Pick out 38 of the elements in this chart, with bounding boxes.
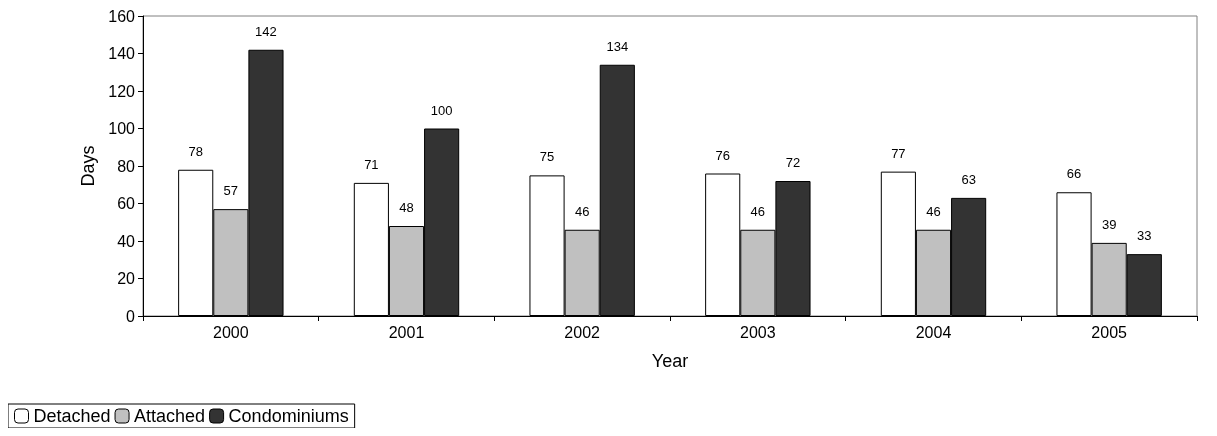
x-tick-label: 2002 xyxy=(564,323,601,341)
data-label: 100 xyxy=(430,102,453,118)
data-label: 78 xyxy=(188,143,203,159)
x-tick-label: 2000 xyxy=(213,323,249,341)
data-label: 142 xyxy=(255,23,277,39)
legend-label: Detached xyxy=(33,406,111,426)
y-tick-label: 20 xyxy=(117,270,136,287)
data-label: 134 xyxy=(606,38,629,54)
x-tick-label: 2005 xyxy=(1091,323,1128,341)
y-tick-label: 140 xyxy=(108,45,136,62)
legend-label: Condominiums xyxy=(228,406,349,426)
data-label: 76 xyxy=(715,147,730,163)
data-label: 66 xyxy=(1066,166,1082,182)
x-tick-label: 2004 xyxy=(915,323,952,341)
data-label: 46 xyxy=(574,203,590,219)
data-label: 39 xyxy=(1101,216,1117,232)
y-axis-title: Days xyxy=(78,145,99,187)
data-label: 46 xyxy=(750,203,766,219)
data-label: 71 xyxy=(364,156,379,172)
data-label: 48 xyxy=(399,200,414,215)
y-tick-label: 120 xyxy=(108,82,136,100)
x-tick-label: 2003 xyxy=(740,323,776,341)
data-label: 77 xyxy=(891,145,906,161)
y-tick-label: 40 xyxy=(117,232,136,250)
y-tick-label: 100 xyxy=(108,120,136,137)
data-label: 33 xyxy=(1137,228,1152,244)
data-label: 57 xyxy=(223,183,239,199)
y-tick-label: 0 xyxy=(126,307,136,325)
y-tick-label: 80 xyxy=(117,157,136,175)
y-tick-label: 160 xyxy=(108,7,136,25)
y-tick-label: 60 xyxy=(117,195,136,212)
data-label: 63 xyxy=(961,171,976,187)
data-label: 75 xyxy=(539,149,555,165)
legend-label: Attached xyxy=(134,406,206,426)
x-tick-label: 2001 xyxy=(388,323,425,341)
data-label: 46 xyxy=(926,203,941,219)
x-axis-title: Year xyxy=(651,351,689,371)
data-label: 72 xyxy=(785,155,801,170)
